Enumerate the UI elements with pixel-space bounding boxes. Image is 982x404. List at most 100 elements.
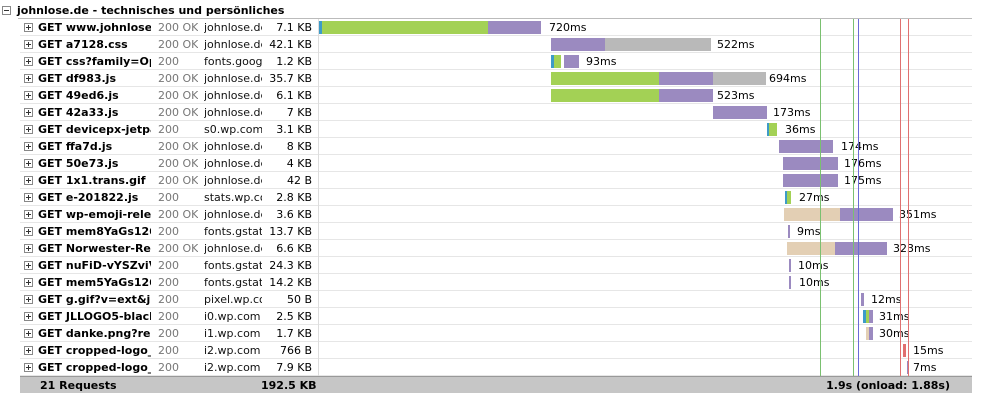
request-size: 14.2 KB <box>269 276 312 289</box>
request-size: 2.5 KB <box>276 310 312 323</box>
request-size: 24.3 KB <box>269 259 312 272</box>
request-row[interactable]: GET cropped-logo_ 200 i2.wp.com 766 B <box>0 342 972 359</box>
timing-segment-receiving <box>861 293 864 306</box>
expand-icon[interactable] <box>24 244 33 253</box>
request-row[interactable]: GET g.gif?v=ext&j= 200 pixel.wp.com 50 B <box>0 291 972 308</box>
timing-label: 176ms <box>844 157 882 170</box>
request-row[interactable]: GET 50e73.js 200 OK johnlose.de 4 KB <box>0 155 972 172</box>
request-row[interactable]: GET 42a33.js 200 OK johnlose.de 7 KB <box>0 104 972 121</box>
request-status: 200 OK <box>158 140 198 153</box>
expand-icon[interactable] <box>24 227 33 236</box>
expand-icon[interactable] <box>24 312 33 321</box>
expand-icon[interactable] <box>24 210 33 219</box>
expand-icon[interactable] <box>24 142 33 151</box>
request-row[interactable]: GET a7128.css 200 OK johnlose.de 42.1 KB <box>0 36 972 53</box>
timing-segment-receiving <box>783 157 838 170</box>
timing-segment-receiving <box>869 327 873 340</box>
request-row[interactable]: GET df983.js 200 OK johnlose.de 35.7 KB <box>0 70 972 87</box>
expand-icon[interactable] <box>24 125 33 134</box>
request-url: GET cropped-logo_ <box>38 344 151 357</box>
page-group-header[interactable]: johnlose.de - technisches und persönlich… <box>2 2 284 18</box>
header-divider <box>18 18 972 19</box>
request-row[interactable]: GET wp-emoji-release 200 OK johnlose.de 3.6… <box>0 206 972 223</box>
expand-icon[interactable] <box>24 346 33 355</box>
expand-icon[interactable] <box>24 108 33 117</box>
request-size: 8 KB <box>286 140 312 153</box>
request-domain: johnlose.de <box>204 38 262 51</box>
expand-icon[interactable] <box>24 193 33 202</box>
request-domain: i0.wp.com <box>204 310 261 323</box>
page-title: johnlose.de - technisches und persönlich… <box>17 3 285 17</box>
request-row[interactable]: GET danke.png?resize 200 i1.wp.com 1.7 KB <box>0 325 972 342</box>
request-row[interactable]: GET Norwester-Regular 200 OK johnlose.de 6.… <box>0 240 972 257</box>
request-row[interactable]: GET cropped-logo_ 200 i2.wp.com 7.9 KB <box>0 359 972 376</box>
request-status: 200 OK <box>158 38 198 51</box>
request-size: 766 B <box>279 344 312 357</box>
timing-label: 173ms <box>773 106 811 119</box>
request-url: GET danke.png?resize <box>38 327 151 340</box>
request-url: GET ffa7d.js <box>38 140 113 153</box>
request-size: 6.6 KB <box>276 242 312 255</box>
expand-icon[interactable] <box>24 261 33 270</box>
timing-segment-receiving <box>713 106 767 119</box>
request-row[interactable]: GET 1x1.trans.gif 200 OK johnlose.de 42 B <box>0 172 972 189</box>
expand-icon[interactable] <box>24 74 33 83</box>
request-size: 2.8 KB <box>276 191 312 204</box>
row-divider <box>20 137 972 138</box>
request-status: 200 <box>158 276 179 289</box>
request-status: 200 <box>158 344 179 357</box>
timing-segment-receiving <box>783 174 838 187</box>
expand-icon[interactable] <box>24 176 33 185</box>
expand-icon[interactable] <box>24 57 33 66</box>
timing-label: 27ms <box>799 191 830 204</box>
request-url: GET a7128.css <box>38 38 128 51</box>
request-domain: johnlose.de <box>204 72 262 85</box>
load-line-2 <box>908 19 909 376</box>
request-status: 200 <box>158 225 179 238</box>
request-row[interactable]: GET devicepx-jetpack 200 s0.wp.com 3.1 KB <box>0 121 972 138</box>
expand-icon[interactable] <box>24 363 33 372</box>
expand-icon[interactable] <box>24 40 33 49</box>
request-row[interactable]: GET www.johnlose.de 200 OK johnlose.de 7.1 … <box>0 19 972 36</box>
collapse-toggle-icon[interactable] <box>2 5 11 15</box>
request-row[interactable]: GET 49ed6.js 200 OK johnlose.de 6.1 KB <box>0 87 972 104</box>
request-row[interactable]: GET ffa7d.js 200 OK johnlose.de 8 KB <box>0 138 972 155</box>
request-domain: i2.wp.com <box>204 361 261 374</box>
request-url: GET mem8YaGs126 <box>38 225 151 238</box>
timing-label: 351ms <box>899 208 937 221</box>
row-divider <box>20 35 972 36</box>
timing-label: 175ms <box>844 174 882 187</box>
expand-icon[interactable] <box>24 278 33 287</box>
timing-segment-receiving <box>551 38 605 51</box>
expand-icon[interactable] <box>24 91 33 100</box>
expand-icon[interactable] <box>24 23 33 32</box>
request-url: GET g.gif?v=ext&j= <box>38 293 151 306</box>
timing-segment-load <box>903 344 906 357</box>
timing-segment-blocking <box>863 310 866 323</box>
request-row[interactable]: GET css?family=Open 200 fonts.googleapis.c… <box>0 53 972 70</box>
timing-segment-blocking <box>785 191 787 204</box>
timing-segment-waiting <box>551 89 659 102</box>
request-size: 42 B <box>286 174 312 187</box>
request-row[interactable]: GET e-201822.js 200 stats.wp.com 2.8 KB <box>0 189 972 206</box>
request-row[interactable]: GET mem8YaGs126 200 fonts.gstatic.com 13.7 … <box>0 223 972 240</box>
request-status: 200 OK <box>158 21 198 34</box>
timing-segment-receiving <box>840 208 893 221</box>
request-row[interactable]: GET mem5YaGs126 200 fonts.gstatic.com 14.2 … <box>0 274 972 291</box>
timing-label: 93ms <box>586 55 617 68</box>
expand-icon[interactable] <box>24 295 33 304</box>
request-status: 200 <box>158 361 179 374</box>
request-status: 200 <box>158 293 179 306</box>
timing-segment-receiving <box>779 140 833 153</box>
timing-label: 720ms <box>549 21 587 34</box>
timing-label: 31ms <box>879 310 910 323</box>
request-url: GET 50e73.js <box>38 157 119 170</box>
request-row[interactable]: GET nuFiD-vYSZviV 200 fonts.gstatic.com 24.… <box>0 257 972 274</box>
expand-icon[interactable] <box>24 329 33 338</box>
expand-icon[interactable] <box>24 159 33 168</box>
timing-label: 523ms <box>717 89 755 102</box>
request-row[interactable]: GET JLLOGO5-black 200 i0.wp.com 2.5 KB <box>0 308 972 325</box>
request-status: 200 OK <box>158 208 198 221</box>
timing-segment-blocking <box>551 55 554 68</box>
timing-segment-waiting <box>554 55 561 68</box>
